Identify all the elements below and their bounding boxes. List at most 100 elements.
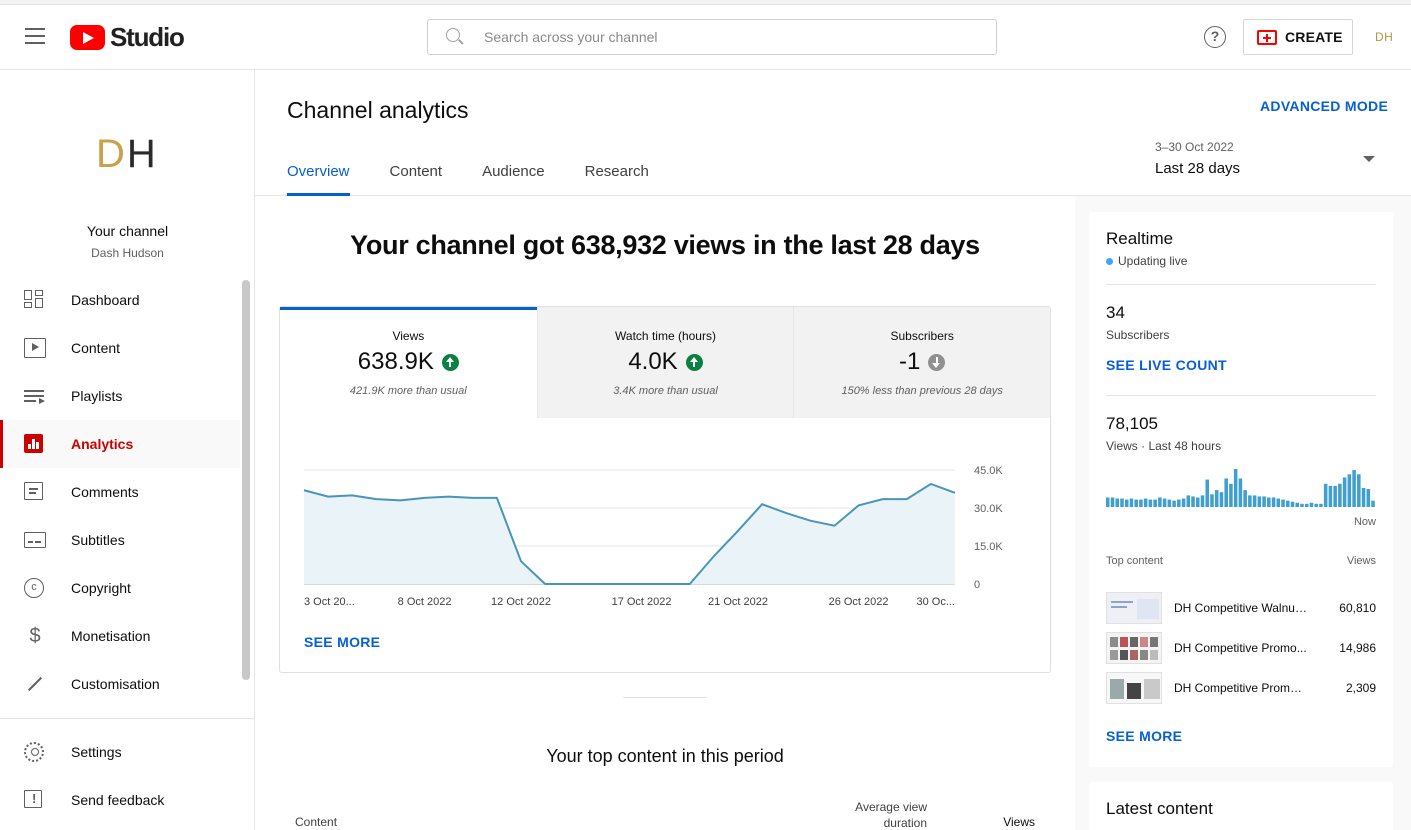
sidebar-item-label: Dashboard [71,292,140,308]
sidebar-item-copyright[interactable]: c Copyright [0,564,240,612]
create-video-icon [1257,29,1277,45]
sidebar-item-comments[interactable]: Comments [0,468,240,516]
metric-value: 4.0K [628,348,678,375]
metric-watch-time[interactable]: Watch time (hours) 4.0K 3.4K more than u… [536,307,794,418]
y-tick-label: 45.0K [974,465,1003,477]
realtime-bar [1106,497,1110,507]
realtime-see-more-button[interactable]: SEE MORE [1106,728,1183,744]
realtime-bar [1115,498,1120,507]
see-live-count-button[interactable]: SEE LIVE COUNT [1106,357,1227,373]
sidebar-item-content[interactable]: Content [0,324,240,372]
realtime-bar [1233,469,1238,507]
views-chart: 0 15.0K 30.0K 45.0K 3 Oct 20... 8 Oct 2022 12 … [280,418,1050,618]
sidebar-item-label: Monetisation [71,628,151,644]
sidebar-item-customisation[interactable]: Customisation [0,660,240,708]
x-tick-label: 17 Oct 2022 [612,596,672,608]
realtime-bar [1120,498,1124,507]
main-area: Channel analytics ADVANCED MODE Overview… [255,70,1411,830]
realtime-bar [1129,498,1134,507]
metric-label: Subscribers [890,329,954,343]
x-tick-label: 30 Oc... [916,596,955,608]
tab-research[interactable]: Research [584,163,649,180]
search-box[interactable] [427,19,997,55]
realtime-bar [1158,497,1162,507]
arrow-up-icon [441,353,459,371]
sidebar-item-label: Customisation [71,676,160,692]
metric-views[interactable]: Views 638.9K 421.9K more than usual [280,307,537,418]
realtime-bar [1257,496,1262,507]
realtime-divider [1106,395,1376,396]
realtime-bar [1366,489,1371,507]
create-button-label: CREATE [1285,29,1343,45]
studio-logo-text: Studio [110,21,185,52]
menu-icon[interactable] [25,28,45,44]
analytics-header: Channel analytics ADVANCED MODE Overview… [255,70,1411,196]
metric-subscribers[interactable]: Subscribers -1 150% less than previous 2… [793,307,1051,418]
top-content-title: Your top content in this period [546,746,784,766]
realtime-bar [1167,499,1172,507]
realtime-bar [1319,503,1323,507]
sidebar-scrollbar[interactable] [242,280,250,680]
realtime-bar [1304,503,1309,507]
metrics-card: Views 638.9K 421.9K more than usual Watc… [279,306,1051,673]
realtime-subscribers-label: Subscribers [1106,328,1170,342]
realtime-subscribers-value: 34 [1106,303,1125,322]
realtime-top-item[interactable]: DH Competitive Promo... 14,986 [1106,632,1376,664]
help-icon[interactable]: ? [1204,26,1226,48]
realtime-bar [1143,498,1148,507]
video-thumbnail [1106,672,1162,704]
sidebar-item-dashboard[interactable]: Dashboard [0,276,240,324]
advanced-mode-button[interactable]: ADVANCED MODE [1260,98,1389,114]
realtime-top-item[interactable]: DH Competitive Promo ... 2,309 [1106,672,1376,704]
metric-value-row: 4.0K [538,348,794,376]
sidebar-item-subtitles[interactable]: Subtitles [0,516,240,564]
search-input[interactable] [484,29,964,45]
sidebar-item-send-feedback[interactable]: Send feedback [0,776,240,824]
realtime-bar [1219,492,1224,507]
metric-note: 150% less than previous 28 days [841,385,1003,397]
sidebar-item-monetisation[interactable]: $ Monetisation [0,612,240,660]
tab-overview[interactable]: Overview [287,154,350,196]
sidebar-bottom-nav: Settings Send feedback [0,728,240,824]
realtime-bar [1309,502,1314,507]
realtime-bar [1342,477,1347,507]
realtime-bar [1177,499,1181,507]
metric-value-row: -1 [794,348,1050,376]
video-views: 2,309 [1345,681,1376,695]
channel-avatar[interactable]: DH [96,132,158,177]
realtime-bar [1338,483,1342,507]
date-range-dropdown[interactable]: 3–30 Oct 2022 Last 28 days [1155,140,1380,177]
arrow-down-icon [928,353,946,371]
account-avatar[interactable]: DH [1375,30,1394,44]
realtime-bar [1314,503,1318,507]
sidebar-item-label: Playlists [71,388,123,404]
realtime-views-column-label: Views [1346,555,1376,567]
realtime-bar [1186,495,1191,507]
tab-audience[interactable]: Audience [482,163,545,180]
studio-logo[interactable]: Studio [70,21,185,52]
see-more-button[interactable]: SEE MORE [304,634,381,650]
realtime-bar [1139,499,1143,507]
metric-label: Views [392,329,425,343]
realtime-bar [1286,500,1290,507]
sidebar-item-settings[interactable]: Settings [0,728,240,776]
video-thumbnail [1106,632,1162,664]
channel-logo-letter-h: H [126,132,158,176]
sidebar-item-playlists[interactable]: Playlists [0,372,240,420]
column-header-avg-view-duration[interactable]: Average view duration [855,800,927,830]
realtime-bar [1371,500,1375,507]
realtime-bar [1347,474,1352,507]
realtime-top-item[interactable]: DH Competitive Walnut... 60,810 [1106,592,1376,624]
realtime-top-content-label: Top content [1106,555,1163,567]
sidebar-item-label: Comments [71,484,139,500]
column-header-views[interactable]: Views [1003,815,1035,829]
column-header-content[interactable]: Content [295,815,338,829]
settings-icon [24,742,44,762]
sidebar-item-analytics[interactable]: Analytics [0,420,240,468]
sidebar-item-label: Content [71,340,121,356]
sidebar-item-label: Subtitles [71,532,125,548]
tab-content[interactable]: Content [389,163,443,180]
realtime-bar [1238,478,1243,507]
create-button[interactable]: CREATE [1243,19,1353,55]
metric-note: 421.9K more than usual [349,385,467,397]
